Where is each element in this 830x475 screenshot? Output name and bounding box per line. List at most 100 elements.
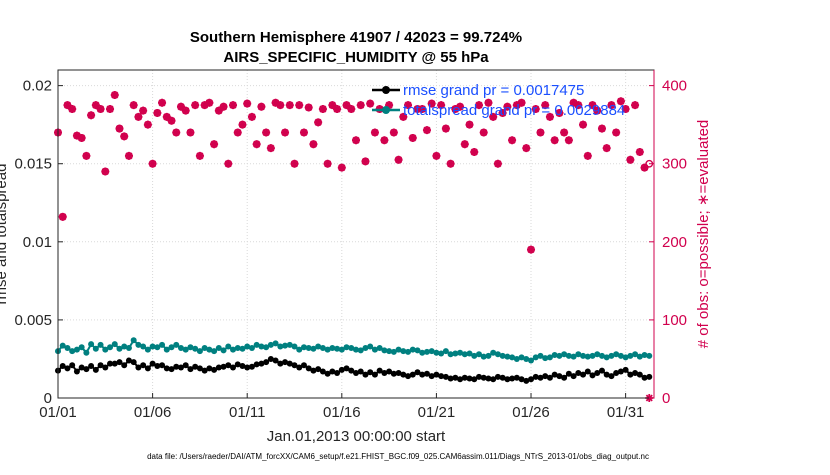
- rmse-point: [310, 367, 317, 374]
- rmse-point: [490, 376, 497, 383]
- obs-evaluated-point: [290, 159, 299, 168]
- totalspread-point: [556, 352, 563, 359]
- obs-evaluated-point: [347, 105, 356, 114]
- rmse-point: [438, 373, 445, 380]
- rmse-point: [234, 361, 241, 368]
- totalspread-point: [111, 341, 118, 348]
- totalspread-point: [234, 345, 241, 352]
- totalspread-point: [589, 352, 596, 359]
- totalspread-point: [173, 341, 180, 348]
- rmse-point: [163, 365, 170, 372]
- rmse-point: [69, 362, 76, 369]
- obs-evaluated-point: [238, 120, 247, 129]
- y-left-tick-label: 0.005: [14, 312, 52, 329]
- rmse-point: [419, 371, 426, 378]
- totalspread-point: [300, 344, 307, 351]
- totalspread-point: [513, 355, 520, 362]
- obs-evaluated-point: [262, 128, 271, 137]
- rmse-point: [584, 368, 591, 375]
- totalspread-point: [88, 341, 95, 348]
- obs-evaluated-point: [58, 212, 67, 221]
- rmse-point: [92, 366, 99, 373]
- obs-evaluated-point: [541, 101, 550, 110]
- obs-evaluated-point: [304, 103, 313, 112]
- totalspread-point: [315, 343, 322, 350]
- obs-evaluated-point: [460, 140, 469, 149]
- totalspread-point: [428, 348, 435, 355]
- rmse-point: [116, 359, 123, 366]
- obs-evaluated-point: [441, 124, 450, 133]
- totalspread-point: [353, 346, 359, 353]
- rmse-point: [400, 371, 407, 378]
- obs-evaluated-point: [139, 106, 148, 115]
- obs-evaluated-point: [408, 133, 417, 142]
- totalspread-point: [102, 346, 109, 353]
- totalspread-point: [523, 355, 530, 362]
- obs-evaluated-point: [271, 98, 280, 107]
- rmse-point: [457, 376, 464, 383]
- rmse-point: [461, 374, 468, 381]
- rmse-point: [348, 367, 355, 374]
- rmse-point: [220, 363, 227, 370]
- obs-evaluated-point: [72, 131, 81, 140]
- obs-evaluated-point: [323, 159, 332, 168]
- totalspread-point: [310, 345, 317, 352]
- totalspread-point: [69, 348, 76, 355]
- obs-evaluated-point: [493, 159, 502, 168]
- totalspread-point: [419, 349, 426, 356]
- y-axis-left-label: rmse and totalspread: [0, 164, 10, 305]
- obs-evaluated-point: [640, 163, 649, 172]
- y-right-tick-label: 400: [662, 78, 687, 95]
- obs-evaluated-point: [101, 167, 110, 176]
- rmse-point: [442, 373, 449, 380]
- totalspread-point: [286, 341, 293, 348]
- obs-evaluated-point: [451, 105, 460, 114]
- obs-evaluated-point: [545, 112, 554, 121]
- rmse-point: [423, 370, 430, 377]
- obs-evaluated-point: [87, 111, 96, 120]
- obs-evaluated-point: [522, 144, 531, 153]
- totalspread-point: [258, 343, 265, 350]
- obs-evaluated-point: [503, 102, 512, 111]
- obs-evaluated-point: [229, 101, 238, 110]
- obs-evaluated-point: [356, 101, 365, 110]
- rmse-point: [225, 362, 232, 369]
- rmse-point: [523, 377, 530, 384]
- rmse-point: [390, 370, 397, 377]
- totalspread-point: [263, 344, 270, 351]
- rmse-point: [277, 360, 284, 367]
- rmse-point: [201, 367, 208, 374]
- rmse-point: [570, 373, 577, 380]
- totalspread-point: [305, 345, 312, 352]
- totalspread-point: [386, 348, 393, 355]
- x-tick-label: 01/11: [229, 404, 265, 421]
- rmse-point: [528, 376, 535, 383]
- obs-evaluated-point: [574, 101, 583, 110]
- y-right-tick-label: 300: [662, 156, 687, 173]
- totalspread-point: [414, 347, 421, 354]
- totalspread-point: [537, 352, 544, 359]
- totalspread-point: [480, 353, 487, 360]
- obs-evaluated-point: [153, 108, 162, 117]
- totalspread-point: [324, 346, 331, 353]
- rmse-point: [485, 375, 492, 382]
- totalspread-point: [442, 348, 449, 355]
- totalspread-point: [532, 354, 539, 361]
- totalspread-point: [632, 351, 639, 358]
- rmse-point: [154, 362, 161, 369]
- obs-evaluated-point: [527, 245, 536, 254]
- totalspread-point: [646, 352, 653, 359]
- totalspread-point: [485, 352, 492, 359]
- obs-evaluated-point: [465, 120, 474, 129]
- rmse-point: [291, 362, 298, 369]
- obs-evaluated-point: [612, 128, 621, 137]
- obs-evaluated-point: [281, 128, 290, 137]
- rmse-point: [371, 371, 378, 378]
- rmse-point: [263, 359, 270, 366]
- rmse-point: [537, 374, 544, 381]
- totalspread-point: [575, 351, 582, 358]
- totalspread-point: [499, 352, 506, 359]
- totalspread-point: [64, 345, 71, 352]
- rmse-point: [475, 373, 482, 380]
